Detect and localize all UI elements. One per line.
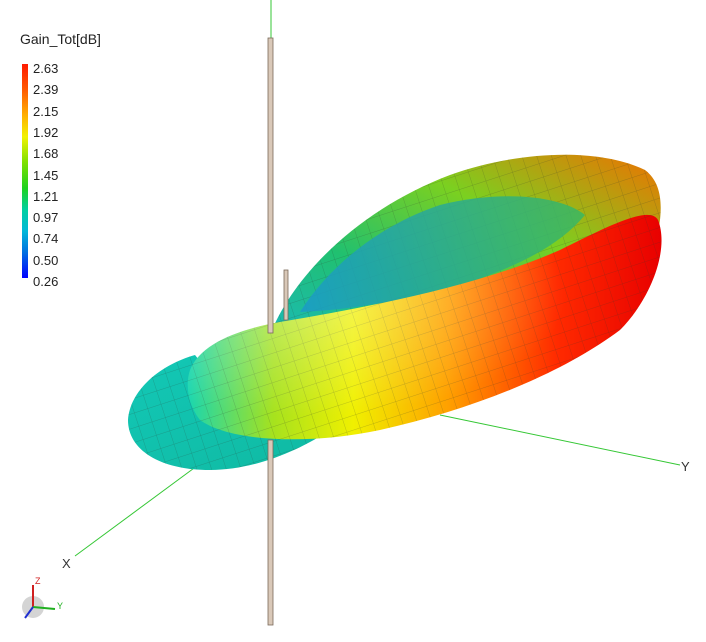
- legend-tick-label: 1.21: [33, 188, 59, 204]
- legend-tick-label: 2.15: [33, 103, 59, 119]
- legend-tick-label: 0.26: [33, 274, 59, 289]
- legend-tick-label: 1.92: [33, 124, 59, 140]
- legend-tick-label: 0.74: [33, 231, 59, 247]
- antenna-feed-element: [283, 269, 289, 321]
- legend-tick-label: 2.63: [33, 61, 59, 76]
- legend-tick-label: 1.45: [33, 167, 59, 183]
- legend-color-bar: [22, 64, 28, 278]
- triad-z-label: Z: [35, 576, 41, 586]
- legend-title: Gain_Tot[dB]: [20, 31, 101, 47]
- orientation-triad[interactable]: [22, 585, 56, 619]
- triad-y-label: Y: [57, 601, 64, 611]
- triad-y-axis: [32, 606, 56, 610]
- y-axis-line: [439, 414, 681, 466]
- antenna-lower-wire: [267, 439, 274, 626]
- x-axis-line: [74, 459, 206, 557]
- pattern-front-shine: [187, 214, 662, 440]
- legend-tick-label: 0.97: [33, 210, 59, 226]
- antenna-upper-wire: [267, 37, 274, 334]
- pattern-inner-hole: [300, 196, 585, 312]
- triad-x-axis: [24, 606, 34, 619]
- legend-tick-label: 0.50: [33, 252, 59, 268]
- legend-tick-label: 2.39: [33, 82, 59, 98]
- y-axis-label: Y: [681, 459, 690, 474]
- x-axis-label: X: [62, 556, 71, 571]
- legend-tick-label: 1.68: [33, 146, 59, 162]
